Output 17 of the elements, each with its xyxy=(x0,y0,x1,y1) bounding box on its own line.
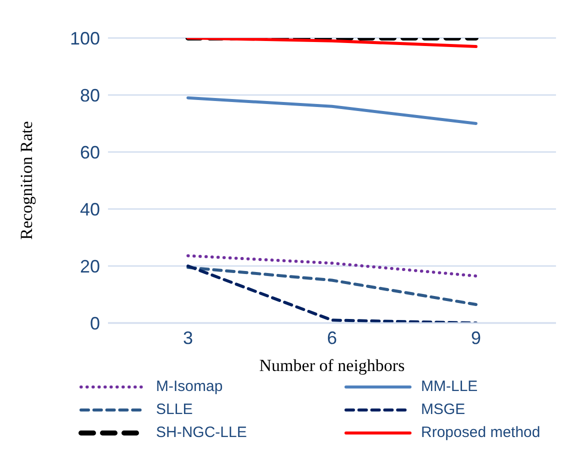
x-axis-title: Number of neighbors xyxy=(259,356,405,375)
y-tick-label: 80 xyxy=(80,85,100,106)
y-tick-label: 100 xyxy=(70,28,100,48)
y-tick-label: 20 xyxy=(80,256,100,276)
x-tick-label: 6 xyxy=(326,328,338,348)
x-tick-label: 9 xyxy=(470,328,482,348)
legend-label: SLLE xyxy=(156,401,193,418)
x-tick-label: 3 xyxy=(182,328,194,348)
y-tick-label: 0 xyxy=(90,313,100,334)
y-axis-title: Recognition Rate xyxy=(17,121,36,240)
y-tick-label: 60 xyxy=(80,142,100,162)
legend-label: MSGE xyxy=(421,401,466,418)
y-tick-label: 40 xyxy=(80,199,100,220)
legend-label: M-Isomap xyxy=(156,378,223,395)
legend-label: MM-LLE xyxy=(421,378,478,395)
legend-label: Rroposed method xyxy=(421,424,540,441)
legend-label: SH-NGC-LLE xyxy=(156,424,247,441)
